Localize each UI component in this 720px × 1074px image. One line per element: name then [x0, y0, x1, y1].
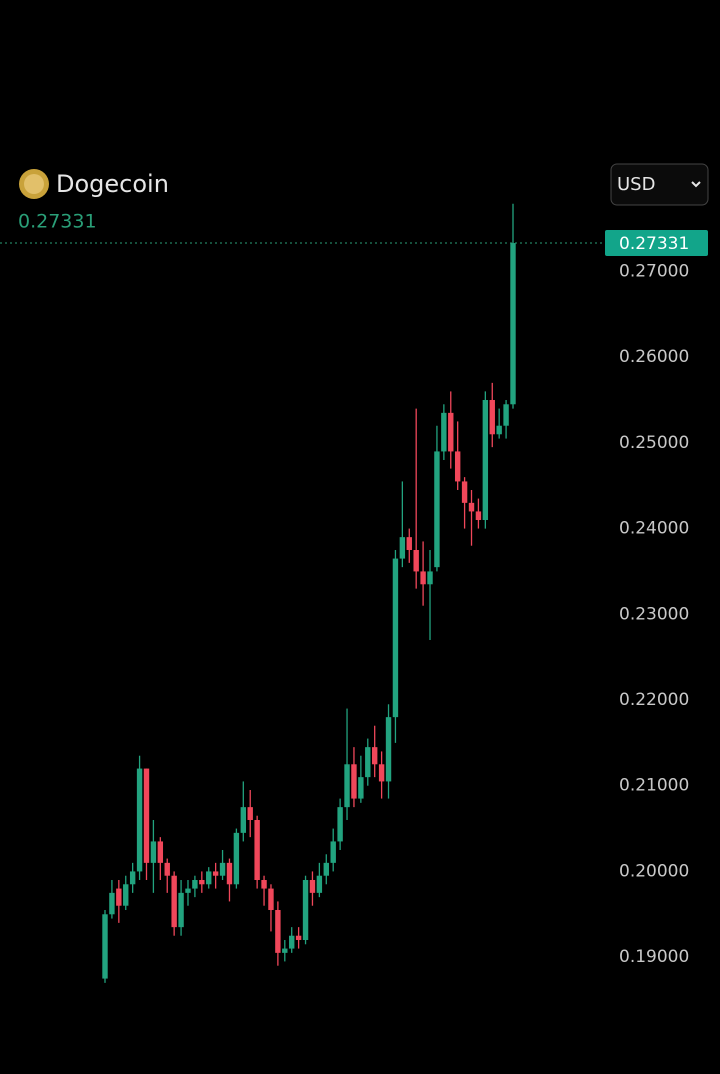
candle-body: [240, 807, 247, 833]
candle-body: [123, 884, 129, 906]
currency-select[interactable]: [610, 163, 709, 206]
candle-body: [212, 871, 219, 876]
y-tick-label: 0.20000: [619, 861, 689, 881]
candle-body: [434, 451, 440, 568]
header-price: 0.27331: [18, 211, 97, 233]
candle-body: [427, 571, 433, 585]
candle-body: [219, 862, 226, 876]
candle-body: [413, 550, 419, 572]
candle-body: [337, 807, 343, 842]
candle-body: [206, 871, 212, 885]
coin-icon-inner: [24, 174, 44, 194]
candle-body: [385, 717, 392, 782]
candle-body: [482, 400, 489, 520]
price-tag: [605, 230, 708, 257]
candle-body: [157, 841, 164, 863]
candle-body: [468, 502, 475, 512]
candle-body: [503, 404, 509, 426]
y-tick-label: 0.25000: [619, 433, 689, 453]
candle-body: [185, 888, 191, 893]
candle-body: [309, 880, 316, 893]
candle-body: [254, 820, 260, 880]
candle-body: [295, 935, 302, 940]
candle-body: [289, 935, 295, 949]
candle-body: [461, 481, 468, 503]
candle-body: [365, 747, 371, 778]
candle-body: [178, 892, 184, 928]
candle-body: [489, 400, 495, 435]
candle-body: [129, 871, 136, 885]
candle-body: [454, 451, 461, 482]
y-tick-label: 0.26000: [619, 347, 689, 367]
candle-body: [510, 243, 516, 405]
candle-body: [261, 880, 267, 889]
candle-body: [226, 862, 233, 885]
candle-body: [378, 764, 385, 782]
candle-body: [233, 832, 240, 885]
candle-body: [302, 880, 309, 940]
candle-body: [420, 571, 426, 585]
candle-body: [399, 537, 406, 559]
candle-body: [164, 862, 170, 876]
candle-body: [268, 888, 274, 910]
y-tick-label: 0.19000: [619, 947, 689, 967]
candle-body: [171, 875, 177, 928]
coin-name: Dogecoin: [56, 170, 169, 198]
candle-body: [282, 948, 288, 953]
candle-body: [102, 914, 108, 979]
price-tag-label: 0.27331: [619, 234, 689, 254]
candle-body: [448, 412, 454, 452]
y-tick-label: 0.23000: [619, 604, 689, 624]
candle-body: [136, 768, 143, 872]
candle-body: [371, 747, 378, 765]
candle-body: [441, 412, 447, 452]
y-tick-label: 0.21000: [619, 776, 689, 796]
candle-body: [199, 880, 205, 885]
candle-body: [406, 537, 412, 550]
y-tick-label: 0.24000: [619, 519, 689, 539]
candle-body: [109, 892, 115, 915]
candle-body: [344, 764, 350, 808]
y-tick-label: 0.22000: [619, 690, 689, 710]
y-tick-label: 0.27000: [619, 261, 689, 281]
candle-body: [192, 880, 198, 889]
candle-body: [150, 841, 157, 863]
candle-body: [143, 768, 150, 863]
candle-body: [475, 511, 482, 520]
candle-body: [392, 558, 399, 718]
candle-body: [351, 764, 357, 799]
candle-body: [116, 888, 122, 906]
candle-body: [323, 862, 329, 876]
candle-body: [496, 425, 502, 435]
candle-body: [275, 910, 281, 953]
candle-body: [358, 777, 364, 799]
dropdown-arrow: [691, 181, 701, 188]
currency-label[interactable]: USD: [617, 174, 655, 195]
candle-body: [330, 841, 336, 863]
candle-body: [316, 875, 323, 893]
candle-body: [247, 807, 253, 820]
